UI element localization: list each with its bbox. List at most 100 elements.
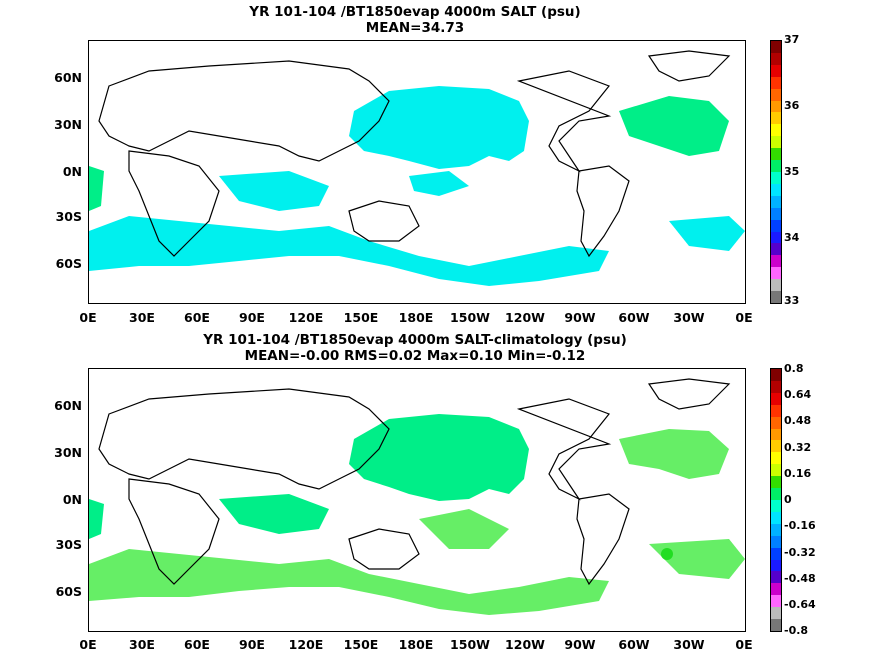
panel2-cbar-tick-3: 0.32 — [784, 441, 812, 454]
panel1-lon-150e: 150E — [343, 310, 379, 325]
panel2-cbar-tick-1: 0.64 — [784, 388, 812, 401]
panel1-colorbar-segment — [771, 160, 781, 172]
panel1-lat-60n: 60N — [54, 70, 82, 85]
panel2-lat-60s: 60S — [55, 584, 82, 599]
panel1-lat-60s: 60S — [55, 256, 82, 271]
panel2-lon-0e-end: 0E — [735, 637, 753, 652]
panel2-colorbar-segment — [771, 619, 781, 631]
panel1-lon-120w: 120W — [505, 310, 545, 325]
panel2-lat-0n: 0N — [62, 492, 82, 507]
panel1-lon-0e: 0E — [79, 310, 97, 325]
panel1-cbar-tick-37: 37 — [784, 33, 800, 46]
panel2-lon-180e: 180E — [398, 637, 434, 652]
panel1-title: YR 101-104 /BT1850evap 4000m SALT (psu) — [249, 4, 581, 20]
panel2-colorbar-segment — [771, 392, 781, 405]
panel1-colorbar-segment — [771, 231, 781, 244]
panel1-colorbar-segment — [771, 267, 781, 280]
panel1-lat-30n: 30N — [54, 117, 82, 132]
panel1-colorbar-segment — [771, 148, 781, 161]
panel2-colorbar-segment — [771, 488, 781, 500]
panel2-cbar-tick-10: -0.8 — [784, 624, 809, 637]
panel2-cbar-tick-6: -0.16 — [784, 519, 816, 532]
panel1-lon-60e: 60E — [184, 310, 210, 325]
panel2-lon-60w: 60W — [618, 637, 650, 652]
panel1-colorbar-segment — [771, 112, 781, 125]
panel2-title: YR 101-104 /BT1850evap 4000m SALT-climat… — [203, 332, 627, 348]
panel2-colorbar-segment — [771, 499, 781, 512]
panel1-colorbar-segment — [771, 76, 781, 89]
panel1-cbar-tick-36: 36 — [784, 99, 800, 112]
panel1-lon-30w: 30W — [673, 310, 705, 325]
panel1-colorbar-segment — [771, 255, 781, 268]
panel1-colorbar-segment — [771, 207, 781, 220]
panel2-lon-120e: 120E — [288, 637, 324, 652]
panel2-cbar-tick-8: -0.48 — [784, 572, 816, 585]
panel1-map-svg — [89, 50, 745, 286]
panel2-colorbar-segment — [771, 523, 781, 536]
panel1-colorbar-segment — [771, 243, 781, 256]
panel2-lon-120w: 120W — [505, 637, 545, 652]
panel1-colorbar-segment — [771, 195, 781, 208]
panel2-lon-150w: 150W — [450, 637, 490, 652]
panel2-lon-90w: 90W — [564, 637, 596, 652]
panel2-colorbar — [770, 368, 782, 632]
panel2-colorbar-segment — [771, 547, 781, 560]
panel1-lon-60w: 60W — [618, 310, 650, 325]
panel1-colorbar-segment — [771, 41, 781, 53]
panel2-map-svg — [89, 378, 745, 615]
panel1-colorbar-segment — [771, 279, 781, 292]
panel2-cbar-tick-7: -0.32 — [784, 546, 816, 559]
panel2-cbar-tick-4: 0.16 — [784, 467, 812, 480]
panel2-lon-90e: 90E — [239, 637, 265, 652]
panel1-lon-0e-end: 0E — [735, 310, 753, 325]
panel2-colorbar-segment — [771, 416, 781, 429]
panel1-lon-150w: 150W — [450, 310, 490, 325]
panel1-colorbar-segment — [771, 183, 781, 196]
panel2-colorbar-segment — [771, 452, 781, 465]
panel2-colorbar-segment — [771, 511, 781, 524]
panel2-cbar-tick-5: 0 — [784, 493, 792, 506]
panel2-colorbar-segment — [771, 583, 781, 596]
panel1-colorbar-segment — [771, 291, 781, 303]
panel1-colorbar-segment — [771, 64, 781, 77]
panel2-colorbar-segment — [771, 404, 781, 417]
panel2-stats: MEAN=-0.00 RMS=0.02 Max=0.10 Min=-0.12 — [244, 348, 586, 364]
panel1-colorbar-segment — [771, 124, 781, 137]
panel1-lat-30s: 30S — [55, 209, 82, 224]
panel2-lon-0e: 0E — [79, 637, 97, 652]
panel2-colorbar-segment — [771, 380, 781, 393]
panel1-lon-120e: 120E — [288, 310, 324, 325]
panel2-lon-30w: 30W — [673, 637, 705, 652]
panel1-coastlines — [98, 50, 731, 258]
panel2-anomaly-field — [89, 414, 745, 615]
panel2-colorbar-segment — [771, 440, 781, 453]
panel2-cbar-tick-9: -0.64 — [784, 598, 816, 611]
panel1-colorbar-segment — [771, 171, 781, 184]
panel2-cbar-tick-0: 0.8 — [784, 362, 804, 375]
panel2-lon-150e: 150E — [343, 637, 379, 652]
panel2-colorbar-segment — [771, 607, 781, 620]
panel2-colorbar-segment — [771, 464, 781, 477]
panel2-colorbar-segment — [771, 559, 781, 572]
panel1-salinity-field — [89, 86, 745, 286]
panel1-lon-180e: 180E — [398, 310, 434, 325]
panel1-lon-30e: 30E — [129, 310, 155, 325]
panel2-cbar-tick-2: 0.48 — [784, 414, 812, 427]
panel1-mean: MEAN=34.73 — [365, 20, 465, 36]
panel2-colorbar-segment — [771, 595, 781, 608]
panel2-colorbar-segment — [771, 535, 781, 548]
panel2-lat-30s: 30S — [55, 537, 82, 552]
panel1-lon-90w: 90W — [564, 310, 596, 325]
panel2-colorbar-segment — [771, 428, 781, 441]
panel2-lon-30e: 30E — [129, 637, 155, 652]
panel2-colorbar-segment — [771, 369, 781, 381]
panel2-coastlines — [98, 378, 731, 586]
panel1-map — [88, 40, 746, 304]
panel2-colorbar-segment — [771, 476, 781, 489]
panel1-colorbar-segment — [771, 100, 781, 113]
panel2-lon-60e: 60E — [184, 637, 210, 652]
panel1-colorbar — [770, 40, 782, 304]
panel2-lat-30n: 30N — [54, 445, 82, 460]
panel1-cbar-tick-35: 35 — [784, 165, 800, 178]
panel1-cbar-tick-33: 33 — [784, 294, 800, 307]
